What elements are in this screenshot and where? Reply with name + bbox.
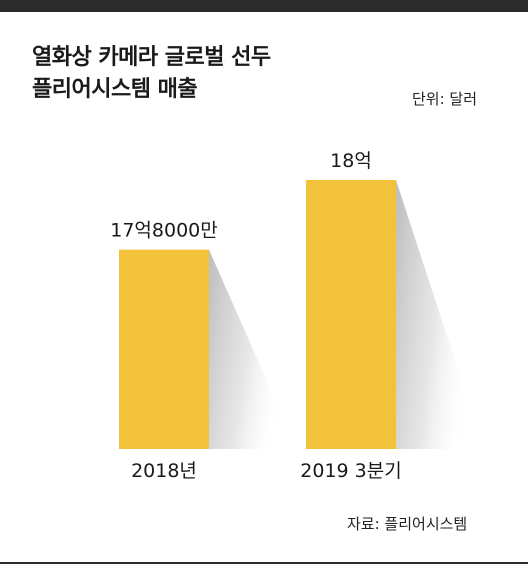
bar-1 xyxy=(306,180,396,449)
top-border xyxy=(0,0,528,12)
bars-layer: 17억8000만 2018년 18억 2019 3분기 xyxy=(110,150,484,482)
category-label-0: 2018년 xyxy=(131,460,197,482)
title-line-1: 열화상 카메라 글로벌 선두 xyxy=(32,45,271,70)
unit-label: 단위: 달러 xyxy=(412,90,478,108)
data-label-1: 18억 xyxy=(330,150,372,172)
category-label-1: 2019 3분기 xyxy=(300,460,401,482)
bottom-border xyxy=(0,562,528,564)
bar-0 xyxy=(119,249,209,449)
bar-shadow-0 xyxy=(209,249,297,449)
bar-shadow-1 xyxy=(396,180,484,449)
title-line-2: 플리어시스템 매출 xyxy=(32,77,198,102)
chart-title: 열화상 카메라 글로벌 선두 플리어시스템 매출 xyxy=(32,42,271,106)
source-label: 자료: 플리어시스템 xyxy=(347,515,468,533)
data-label-0: 17억8000만 xyxy=(110,220,218,242)
